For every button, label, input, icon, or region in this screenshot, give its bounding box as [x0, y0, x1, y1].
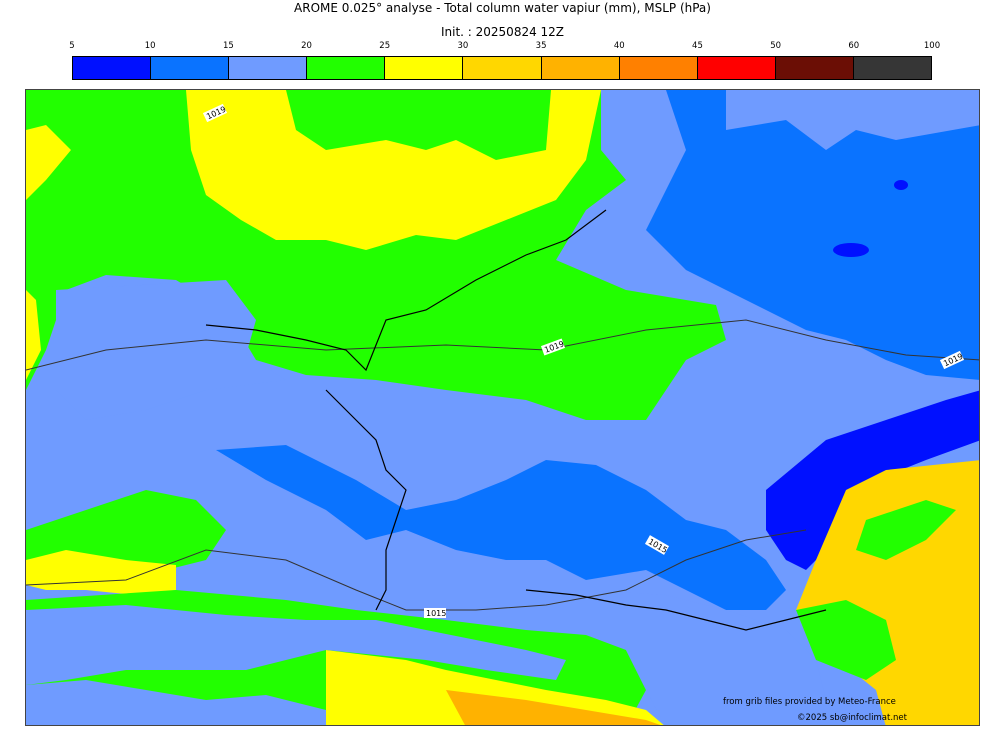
colorbar-tick-25: 25: [379, 41, 391, 51]
colorbar-tick-30: 30: [457, 41, 469, 51]
tcwv-zone-lightblue-iberia-low: [26, 680, 326, 725]
colorbar-ticks: 5 10 15 20 25 30 35 40 45 50 60 100: [69, 41, 940, 53]
colorbar-tick-60: 60: [848, 41, 860, 51]
tcwv-zone-lightblue-pyrenees: [26, 605, 566, 685]
weather-map: 1019 1019 1019 1015 1015: [25, 89, 980, 726]
colorbar-segment-9: [697, 57, 776, 79]
tcwv-spot-darkblue-1: [833, 243, 869, 257]
coastline-med: [525, 589, 827, 631]
colorbar-segment-7: [541, 57, 620, 79]
tcwv-zone-yellow-west: [26, 290, 41, 380]
tcwv-zone-lightblue-med: [586, 590, 826, 725]
tcwv-zone-orange-spain: [446, 690, 661, 725]
colorbar-segment-1: [73, 57, 152, 79]
tcwv-zone-lightblue-ne: [726, 90, 979, 150]
colorbar-segment-11: [853, 57, 932, 79]
tcwv-zone-yellow-spain: [326, 650, 664, 725]
tcwv-zone-green-southeast: [856, 500, 956, 560]
map-canvas: 1019 1019 1019 1015 1015: [26, 90, 979, 725]
colorbar-tick-40: 40: [613, 41, 625, 51]
tcwv-zone-green-south: [26, 490, 226, 570]
colorbar-tick-20: 20: [301, 41, 312, 51]
colorbar-tick-5: 5: [69, 41, 75, 51]
tcwv-zone-blue-northeast: [646, 90, 979, 380]
colorbar-tick-45: 45: [692, 41, 703, 51]
colorbar-tick-100: 100: [923, 41, 941, 51]
chart-subtitle: Init. : 20250824 12Z: [440, 25, 565, 39]
tcwv-zone-blue-central: [216, 445, 786, 610]
tcwv-zone-yellow-england: [186, 90, 601, 250]
colorbar-tick-10: 10: [144, 41, 156, 51]
isobar-label-text-5: 1015: [426, 609, 446, 618]
chart-title: AROME 0.025° analyse - Total column wate…: [294, 1, 711, 15]
coastline-france: [325, 389, 407, 611]
coastline-channel: [205, 209, 607, 372]
colorbar-segment-10: [775, 57, 854, 79]
tcwv-zone-yellow-sw: [26, 125, 71, 200]
colorbar-segment-4: [307, 57, 386, 79]
colorbar-segment-5: [385, 57, 464, 79]
colorbar-segment-2: [151, 57, 230, 79]
isobar-label-5: 1015: [424, 608, 446, 618]
colorbar-segment-6: [463, 57, 542, 79]
source-credit: from grib files provided by Meteo-France: [723, 697, 896, 707]
tcwv-spot-darkblue-2: [894, 180, 908, 190]
copyright-credit: ©2025 sb@infoclimat.net: [797, 713, 907, 723]
colorbar-tick-35: 35: [535, 41, 547, 51]
colorbar-tick-15: 15: [222, 41, 234, 51]
tcwv-zone-green-corsica-sea: [796, 600, 896, 680]
colorbar: [72, 56, 932, 80]
tcwv-zone-lightblue-channel: [56, 280, 286, 420]
colorbar-tick-50: 50: [770, 41, 782, 51]
tcwv-zone-yellow-biscay: [26, 550, 176, 595]
colorbar-segment-8: [619, 57, 698, 79]
colorbar-segment-3: [229, 57, 308, 79]
